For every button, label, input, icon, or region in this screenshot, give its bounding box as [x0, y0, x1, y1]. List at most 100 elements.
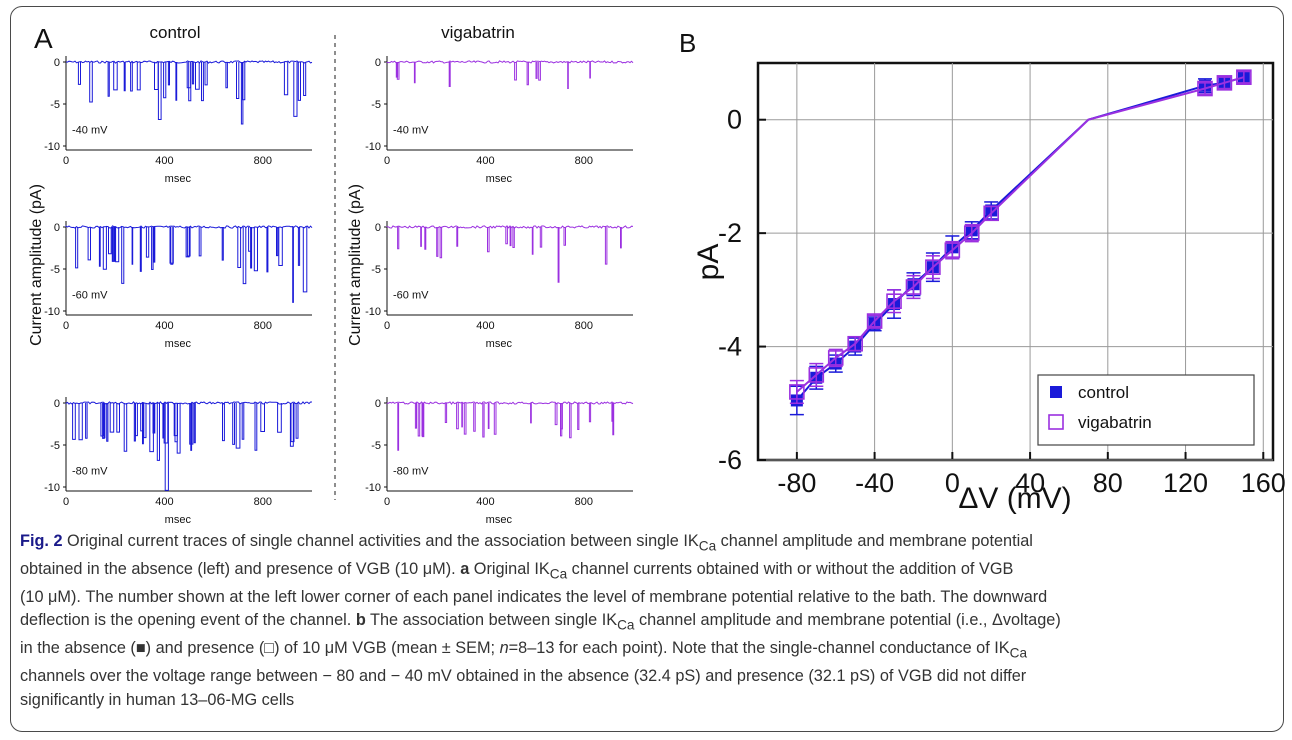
x-tick-label: 160 [1241, 468, 1286, 498]
legend-vigabatrin-label: vigabatrin [1078, 413, 1152, 432]
grid-lines [758, 63, 1273, 461]
vigabatrin-point [827, 350, 844, 366]
legend-control-marker [1050, 386, 1062, 398]
tick-labels: -80 -40 0 40 80 120 160 0 -2 -4 -6 [718, 105, 1286, 498]
caption-subscript: Ca [617, 617, 635, 633]
trace-x-tick-label: 800 [575, 320, 593, 332]
control-column-title: control [149, 23, 200, 42]
vigabatrin-series [789, 69, 1252, 405]
trace-x-tick-label: 0 [63, 320, 69, 332]
trace-x-axis-label: msec [486, 514, 513, 526]
caption-text: Original current traces of single channe… [62, 532, 699, 550]
x-tick-label: 0 [945, 468, 960, 498]
x-tick-label: -40 [855, 468, 894, 498]
control-trace-events [77, 62, 307, 125]
trace-y-tick-label: -10 [365, 482, 381, 494]
panel-b: B -80 -40 0 40 80 120 160 0 -2 -4 -6 pA ΔV (mV) co… [679, 28, 1286, 515]
trace-y-tick-label: -10 [365, 306, 381, 318]
trace-x-tick-label: 800 [254, 320, 272, 332]
trace-y-tick-label: 0 [375, 398, 381, 410]
vigabatrin-point [866, 313, 883, 329]
x-tick-label: -80 [777, 468, 816, 498]
trace-x-axis-label: msec [486, 338, 513, 350]
caption-line-4: deflection is the opening event of the c… [20, 609, 1275, 637]
vigabatrin-trace-baseline [386, 401, 634, 405]
caption-text: channel amplitude and membrane potential [716, 532, 1033, 550]
caption-line-6: channels over the voltage range between … [20, 666, 1027, 685]
trace-x-tick-label: 800 [575, 155, 593, 167]
caption-line-1: Fig. 2 Original current traces of single… [20, 530, 1275, 558]
control-y-axis-label: Current amplitude (pA) [28, 184, 45, 346]
vigabatrin-trace-baseline [386, 60, 634, 64]
trace-x-tick-label: 0 [63, 496, 69, 508]
vigabatrin-trace-events [395, 62, 591, 89]
caption-text: deflection is the opening event of the c… [20, 611, 356, 630]
vigabatrin-point [1197, 80, 1213, 97]
caption-subscript: Ca [698, 538, 717, 554]
vigabatrin-point [925, 259, 941, 275]
vigabatrin-trace-baseline [386, 225, 634, 229]
trace-x-tick-label: 400 [476, 155, 494, 167]
trace-x-tick-label: 0 [384, 155, 390, 167]
x-tick-label: 80 [1093, 468, 1123, 498]
x-tick-label: 120 [1163, 468, 1208, 498]
panel-b-label: B [679, 28, 696, 58]
trace-x-tick-label: 400 [155, 320, 173, 332]
control-trace-baseline [65, 60, 313, 64]
y-tick-label: -6 [718, 445, 742, 475]
caption-text: in the absence (■) and presence (□) of 1… [20, 639, 500, 658]
caption-fig-label: Fig. 2 [20, 532, 63, 550]
trace-y-tick-label: -5 [50, 440, 60, 452]
vigabatrin-series-line [796, 76, 1245, 393]
caption-subscript: Ca [549, 566, 568, 582]
caption-line-3: (10 μM). The number shown at the left lo… [20, 587, 1048, 606]
trace-y-tick-label: 0 [375, 222, 381, 234]
trace-y-tick-label: 0 [54, 57, 60, 69]
control-series-line [796, 76, 1245, 402]
trace-y-tick-label: -5 [50, 264, 60, 276]
trace-x-tick-label: 0 [384, 496, 390, 508]
trace-voltage-label: -80 mV [393, 465, 429, 477]
trace-y-tick-label: -10 [365, 141, 381, 153]
caption-text: Original IK [469, 559, 550, 578]
trace-y-tick-label: 0 [54, 222, 60, 234]
caption-text: channel currents obtained with or withou… [567, 559, 1014, 578]
vigabatrin-point [944, 242, 961, 258]
trace-y-tick-label: -5 [371, 99, 381, 111]
trace-x-tick-label: 800 [575, 496, 593, 508]
y-tick-label: -4 [718, 332, 742, 362]
y-axis-label: pA [692, 244, 725, 281]
y-tick-label: -2 [718, 218, 742, 248]
vigabatrin-point [905, 279, 922, 295]
trace-x-tick-label: 400 [155, 496, 173, 508]
trace-voltage-label: -40 mV [72, 124, 108, 136]
caption-line-2: obtained in the absence (left) and prese… [20, 558, 1275, 586]
trace-x-axis-label: msec [165, 514, 192, 526]
panel-a-label: A [34, 23, 53, 54]
vigabatrin-y-axis-label: Current amplitude (pA) [347, 184, 364, 346]
trace-x-tick-label: 0 [384, 320, 390, 332]
caption-text: The association between single IK [365, 611, 618, 630]
trace-y-tick-label: -10 [44, 306, 60, 318]
legend-control-label: control [1078, 383, 1129, 402]
vigabatrin-trace-events [397, 227, 622, 283]
trace-y-tick-label: -5 [371, 264, 381, 276]
trace-x-tick-label: 400 [155, 155, 173, 167]
trace-y-tick-label: 0 [375, 57, 381, 69]
trace-y-tick-label: -10 [44, 141, 60, 153]
x-tick-label: 40 [1015, 468, 1045, 498]
panel-a: A control vigabatrin Current amplitude (… [28, 23, 634, 526]
x-axis-label: ΔV (mV) [958, 482, 1071, 515]
legend: control vigabatrin [1037, 374, 1255, 446]
trace-voltage-label: -60 mV [393, 289, 429, 301]
vigabatrin-point [1236, 69, 1252, 85]
trace-voltage-label: -40 mV [393, 124, 429, 136]
vigabatrin-point [886, 293, 902, 310]
vigabatrin-trace-events [397, 403, 615, 451]
